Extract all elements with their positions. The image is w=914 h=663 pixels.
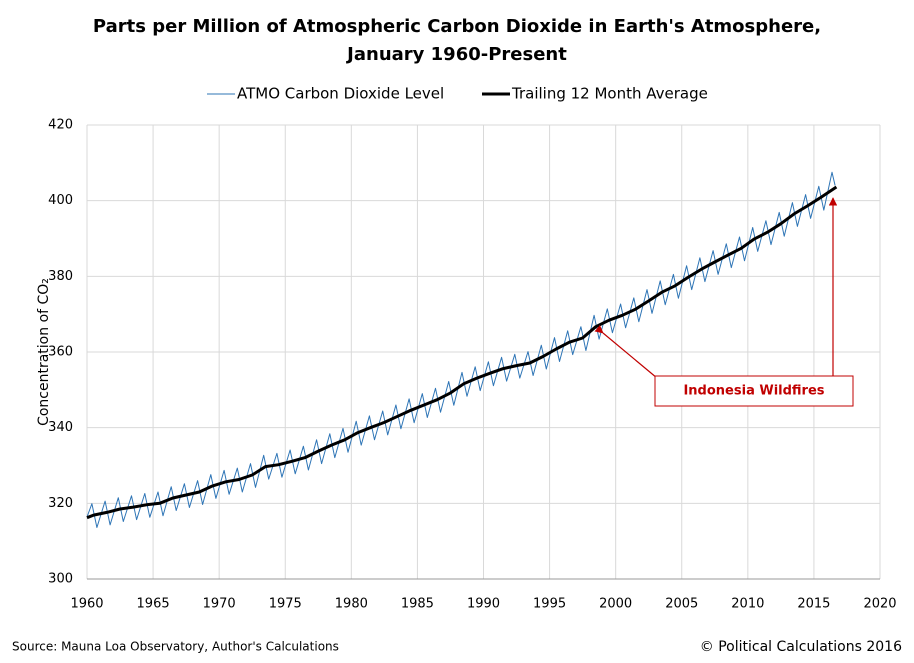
- x-tick-label: 1980: [335, 597, 368, 612]
- x-tick-label: 1975: [269, 597, 302, 612]
- series-line: [86, 185, 838, 520]
- x-tick-label: 2000: [599, 597, 632, 612]
- x-tick-label: 1970: [203, 597, 236, 612]
- plot-area: 300 320 340 360 380 400 420 1960 1965 1970 1975 198…: [48, 92, 897, 612]
- y-tick-label: 400: [48, 193, 73, 208]
- legend-label: Trailing 12 Month Average: [511, 85, 708, 103]
- annotation-arrow: [594, 324, 658, 379]
- legend-label: ATMO Carbon Dioxide Level: [237, 85, 444, 103]
- credit: © Political Calculations 2016: [700, 639, 902, 655]
- x-tick-label: 1985: [401, 597, 434, 612]
- y-axis-label: Concentration of CO₂: [36, 278, 52, 426]
- x-tick-label: 2020: [863, 597, 896, 612]
- x-tick-label: 1995: [533, 597, 566, 612]
- y-tick-label: 320: [48, 496, 73, 511]
- y-tick-label: 420: [48, 118, 73, 133]
- chart-title: Parts per Million of Atmospheric Carbon …: [93, 16, 821, 37]
- x-tick-label: 2010: [731, 597, 764, 612]
- chart-title: January 1960-Present: [345, 44, 567, 65]
- x-tick-label: 2015: [797, 597, 830, 612]
- x-tick-label: 2005: [665, 597, 698, 612]
- series-line: [86, 171, 836, 528]
- y-tick-label: 360: [48, 345, 73, 360]
- source: Source: Mauna Loa Observatory, Author's …: [12, 640, 339, 654]
- annotation-box: [654, 375, 854, 407]
- y-tick-label: 380: [48, 269, 73, 284]
- annotation: Indonesia Wildfires: [683, 384, 824, 399]
- y-tick-label: 340: [48, 420, 73, 435]
- x-tick-label: 1960: [70, 597, 103, 612]
- x-tick-label: 1990: [467, 597, 500, 612]
- x-tick-label: 1965: [137, 597, 170, 612]
- y-tick-label: 300: [48, 572, 73, 587]
